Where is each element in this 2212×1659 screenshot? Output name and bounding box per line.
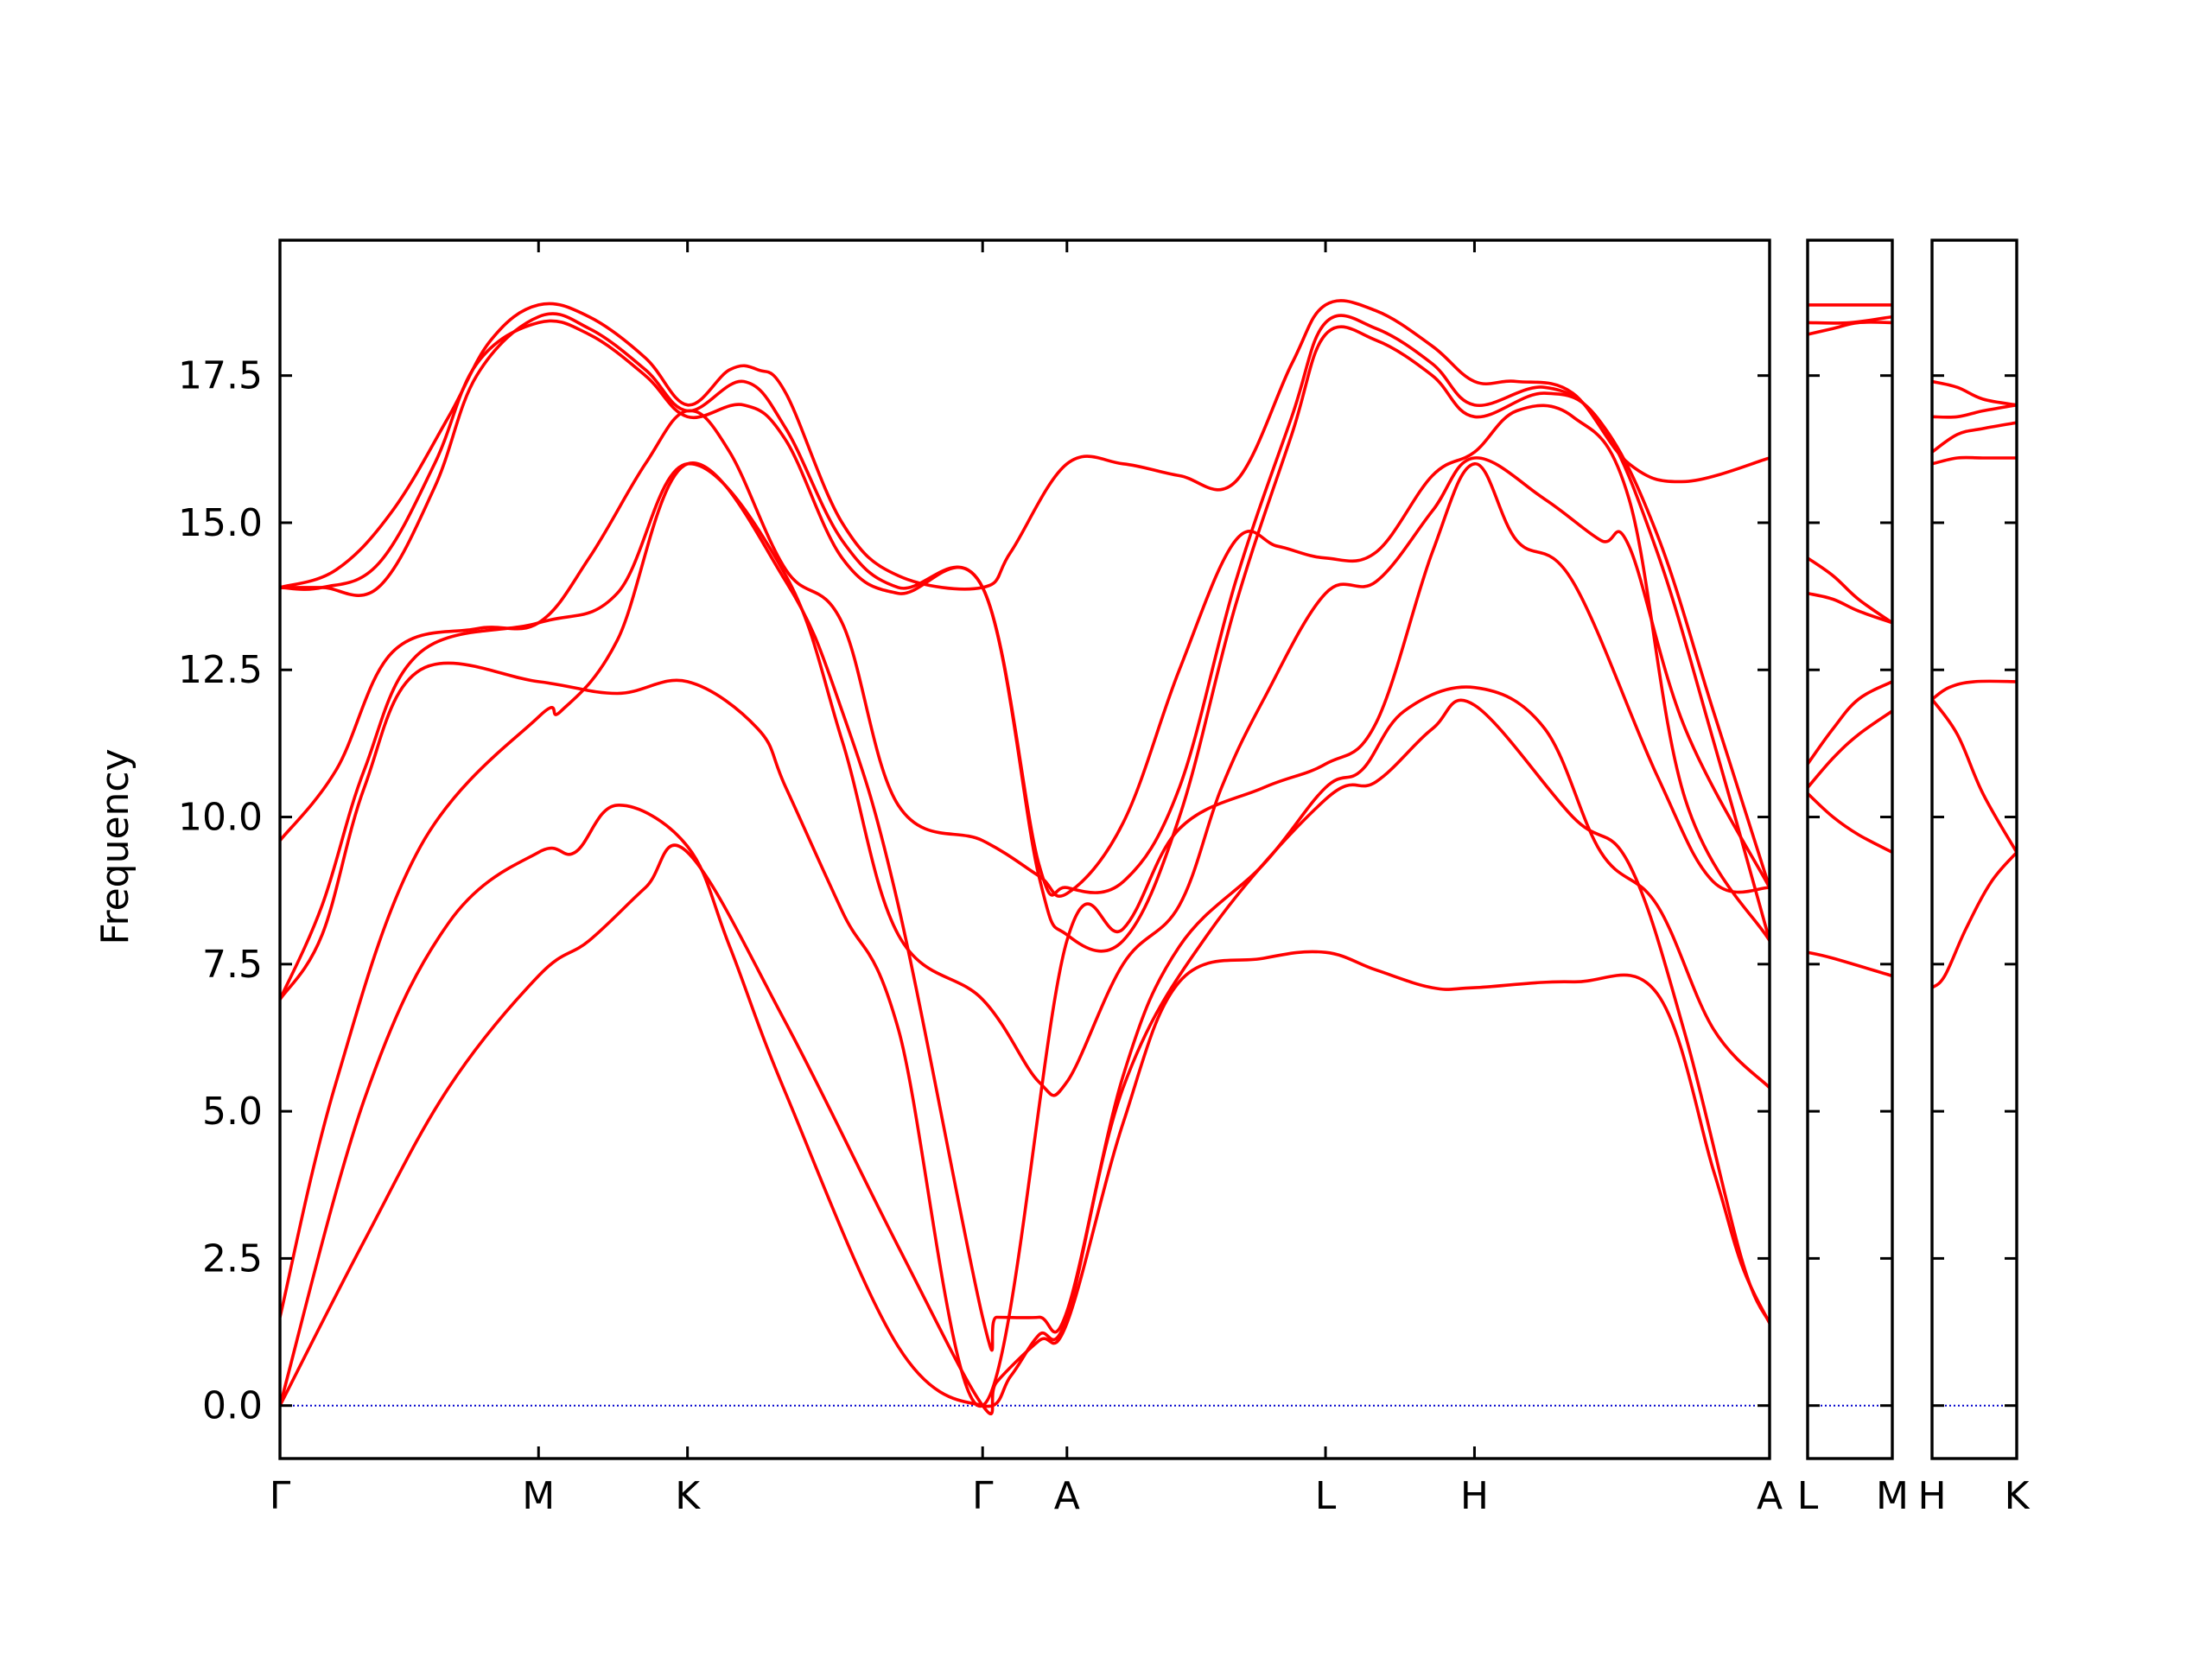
band-7 [1932, 379, 2017, 407]
band-3 [280, 461, 1770, 1352]
y-tick-labels: 0.0 2.5 5.0 7.5 10.0 12.5 15.0 17.5 [178, 354, 263, 1428]
band-3 [1932, 679, 2017, 702]
y-tick-label: 7.5 [202, 943, 263, 987]
y-tick-label: 10.0 [178, 796, 263, 840]
y-tick-label: 0.0 [202, 1384, 263, 1428]
x-tick-label: A [1054, 1474, 1080, 1518]
band-5 [1808, 591, 1892, 625]
band-3 [1808, 709, 1892, 790]
x-tick-label: H [1917, 1474, 1946, 1518]
band-2 [1932, 697, 2017, 855]
bands [1808, 303, 1892, 978]
y-tick-label: 17.5 [178, 354, 263, 398]
x-tick-label: K [2005, 1474, 2031, 1518]
band-4 [280, 462, 1770, 1408]
x-tick-label: M [1876, 1474, 1909, 1518]
x-tick-label: K [675, 1474, 701, 1518]
band-1 [1932, 850, 2017, 989]
band-2 [280, 698, 1770, 1408]
y-tick-label: 5.0 [202, 1090, 263, 1134]
x-tick-label: M [522, 1474, 555, 1518]
band-4 [1932, 455, 2017, 466]
band-8 [1808, 315, 1892, 325]
band-5 [1932, 421, 2017, 454]
band-7 [1808, 321, 1892, 336]
plot-frame [278, 238, 1771, 1460]
band-6 [1808, 556, 1892, 625]
x-tick-label: A [1757, 1474, 1783, 1518]
band-7 [280, 319, 1770, 953]
band-8 [280, 312, 1770, 897]
band-1 [1808, 950, 1892, 978]
x-tick-label: L [1315, 1474, 1337, 1518]
plot-frame [1930, 238, 2018, 1460]
x-tick-label: L [1797, 1474, 1819, 1518]
bands [280, 299, 1770, 1415]
band-9 [280, 299, 1770, 591]
bands [1932, 379, 2017, 989]
y-tick-label: 2.5 [202, 1236, 263, 1281]
band-4 [1808, 680, 1892, 766]
band-2 [1808, 791, 1892, 855]
x-tick-label: Γ [270, 1474, 291, 1518]
y-tick-label: 15.0 [178, 501, 263, 545]
y-tick-label: 12.5 [178, 648, 263, 692]
x-tick-label: H [1460, 1474, 1489, 1518]
y-axis-label: Frequency [93, 748, 137, 944]
band-1 [280, 843, 1770, 1415]
x-tick-label: Γ [972, 1474, 994, 1518]
plot-frame [1806, 238, 1894, 1460]
band-6 [1932, 403, 2017, 419]
